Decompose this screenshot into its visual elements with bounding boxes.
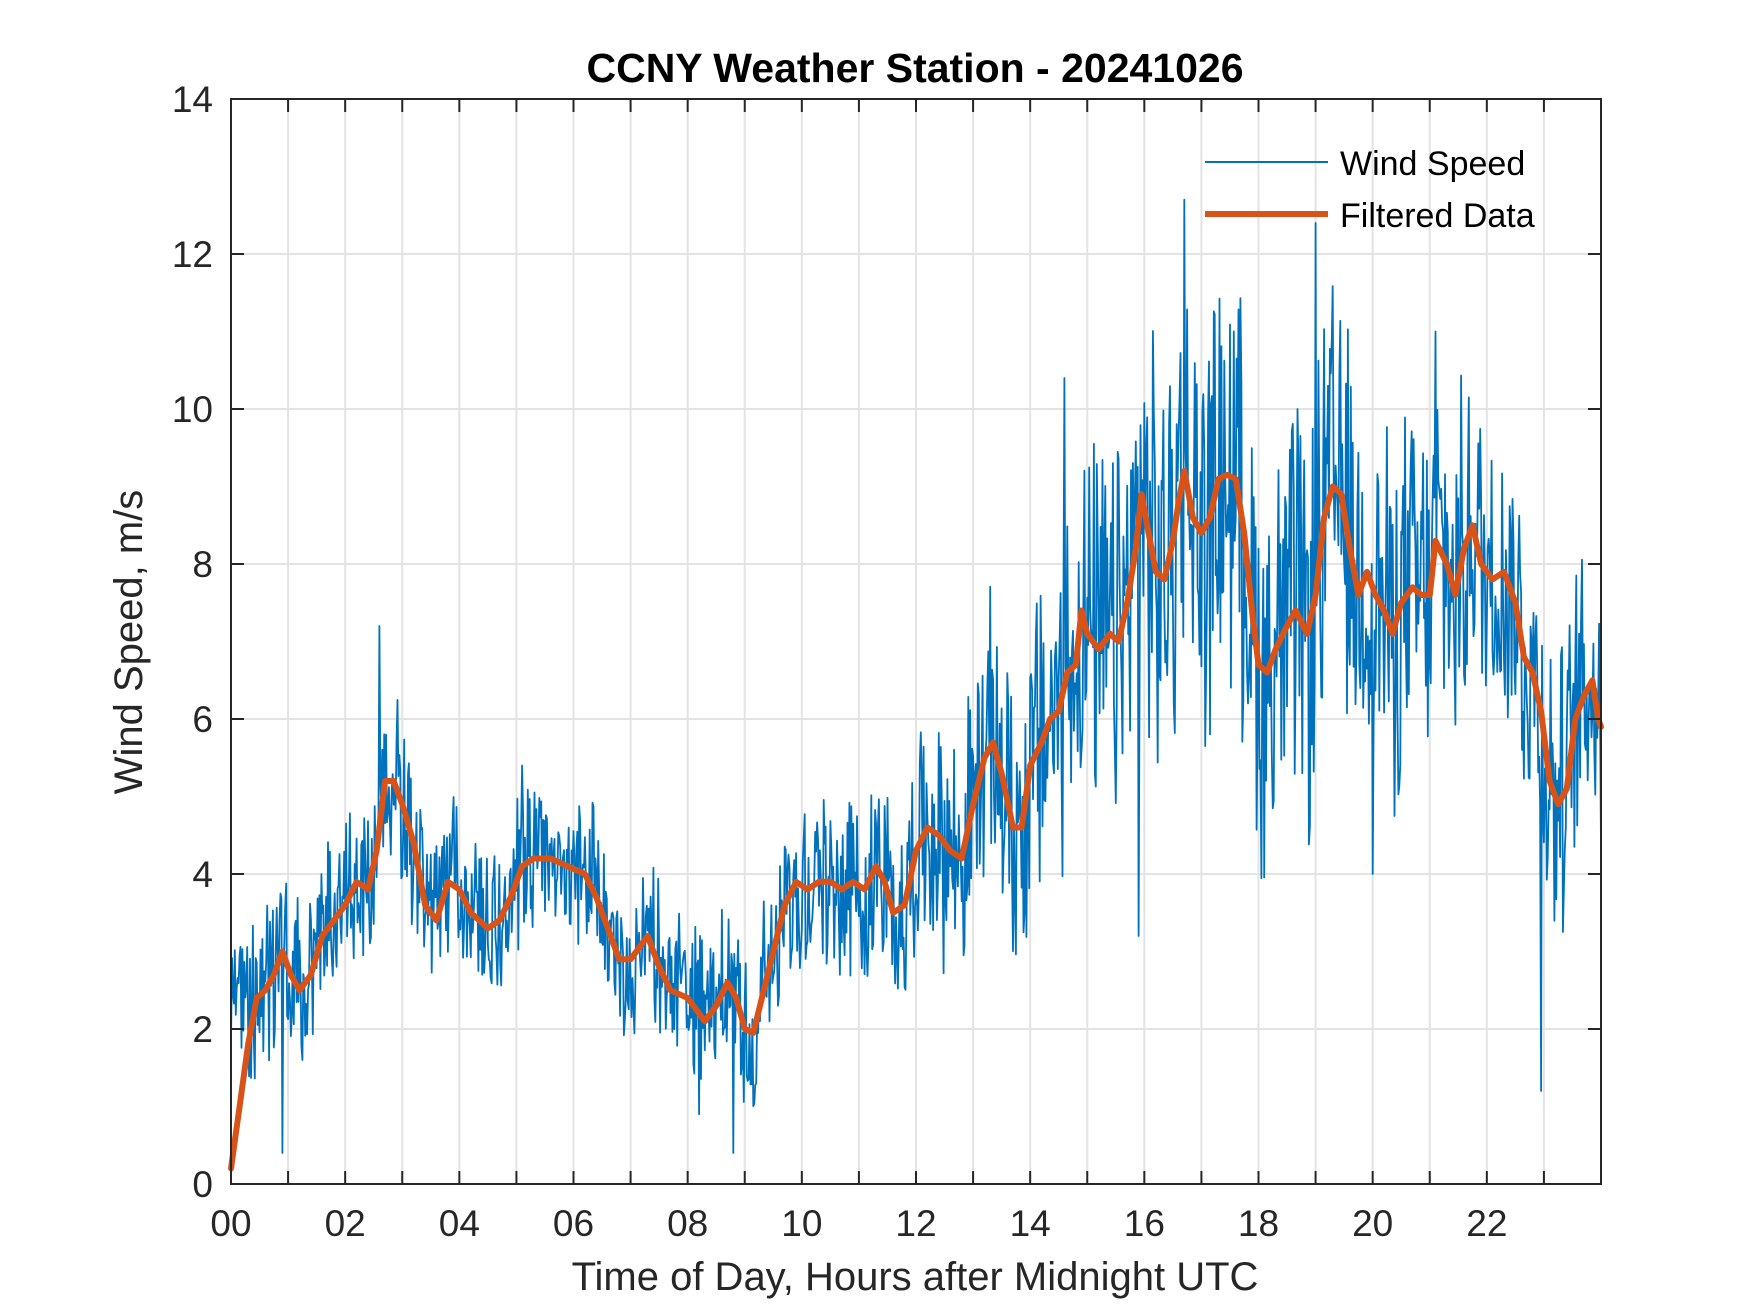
x-tick-label: 12 bbox=[895, 1203, 936, 1244]
filtered-data-series bbox=[228, 468, 1604, 1172]
y-tick-label: 2 bbox=[192, 1009, 213, 1050]
y-tick-label: 8 bbox=[192, 544, 213, 585]
x-tick-label: 00 bbox=[210, 1203, 251, 1244]
y-tick-label: 4 bbox=[192, 854, 213, 895]
y-axis-label: Wind Speed, m/s bbox=[107, 490, 151, 795]
y-tick-label: 0 bbox=[192, 1164, 213, 1205]
x-tick-label: 20 bbox=[1352, 1203, 1393, 1244]
x-tick-label: 18 bbox=[1238, 1203, 1279, 1244]
y-tick-label: 14 bbox=[172, 79, 213, 120]
x-axis-label: Time of Day, Hours after Midnight UTC bbox=[572, 1255, 1259, 1299]
x-tick-label: 04 bbox=[439, 1203, 480, 1244]
x-tick-label: 10 bbox=[781, 1203, 822, 1244]
grid-lines bbox=[231, 99, 1601, 1184]
wind-speed-line bbox=[230, 198, 1602, 1154]
tick-marks bbox=[231, 98, 1601, 1185]
x-tick-label: 16 bbox=[1124, 1203, 1165, 1244]
y-tick-label: 6 bbox=[192, 699, 213, 740]
x-tick-labels: 00 02 04 06 08 10 12 14 16 18 20 22 bbox=[210, 1203, 1507, 1244]
x-tick-label: 06 bbox=[553, 1203, 594, 1244]
legend: Wind Speed Filtered Data bbox=[1205, 145, 1535, 235]
chart-title: CCNY Weather Station - 20241026 bbox=[586, 45, 1243, 91]
x-tick-label: 14 bbox=[1010, 1203, 1051, 1244]
legend-label-wind-speed: Wind Speed bbox=[1340, 145, 1525, 183]
x-tick-label: 22 bbox=[1466, 1203, 1507, 1244]
wind-speed-series bbox=[230, 198, 1602, 1154]
x-tick-label: 02 bbox=[325, 1203, 366, 1244]
plot-area bbox=[228, 98, 1604, 1185]
y-tick-labels: 0 2 4 6 8 10 12 14 bbox=[172, 79, 213, 1205]
y-tick-label: 12 bbox=[172, 234, 213, 275]
y-tick-label: 10 bbox=[172, 389, 213, 430]
legend-label-filtered-data: Filtered Data bbox=[1340, 197, 1535, 235]
x-tick-label: 08 bbox=[667, 1203, 708, 1244]
